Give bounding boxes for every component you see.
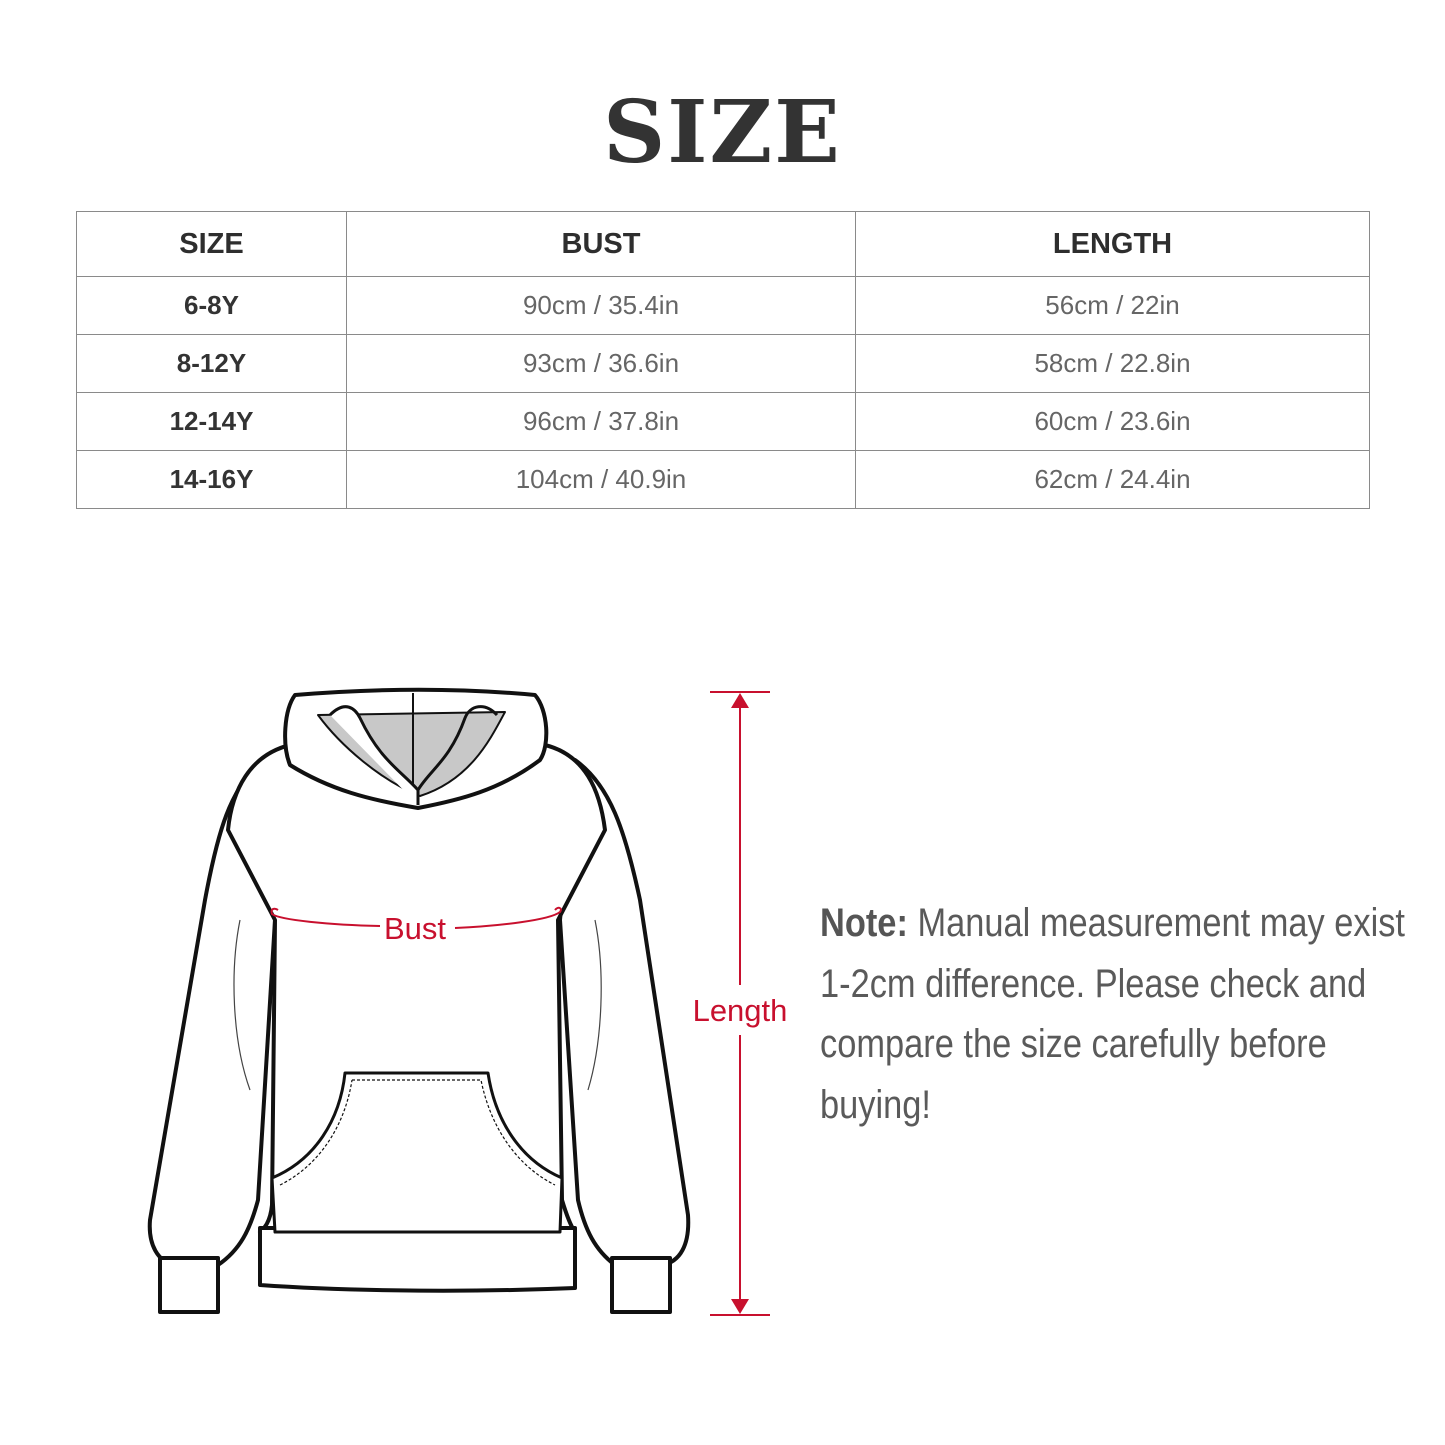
bust-label: Bust	[384, 911, 446, 946]
measurement-note: Note: Manual measurement may exist 1-2cm…	[820, 893, 1422, 1135]
table-row: 14-16Y 104cm / 40.9in 62cm / 24.4in	[76, 450, 1370, 509]
header-length: LENGTH	[855, 211, 1370, 277]
size-cell: 14-16Y	[76, 450, 347, 509]
length-measure	[710, 691, 770, 1316]
hoodie-illustration	[147, 687, 691, 1314]
arrow-up-icon	[731, 693, 749, 708]
table-row: 6-8Y 90cm / 35.4in 56cm / 22in	[76, 276, 1370, 335]
page-title: SIZE	[603, 82, 842, 183]
size-cell: 12-14Y	[76, 392, 347, 451]
size-table: SIZE BUST LENGTH 6-8Y 90cm / 35.4in 56cm…	[76, 211, 1370, 509]
note-text: Manual measurement may exist 1-2cm diffe…	[820, 901, 1406, 1127]
header-size: SIZE	[76, 211, 347, 277]
length-label: Length	[693, 993, 788, 1028]
bust-cell: 93cm / 36.6in	[346, 334, 856, 393]
table-row: 8-12Y 93cm / 36.6in 58cm / 22.8in	[76, 334, 1370, 393]
length-cell: 58cm / 22.8in	[855, 334, 1370, 393]
length-cell: 62cm / 24.4in	[855, 450, 1370, 509]
arrow-down-icon	[731, 1299, 749, 1314]
bust-measure	[270, 906, 562, 929]
length-cell: 56cm / 22in	[855, 276, 1370, 335]
size-cell: 8-12Y	[76, 334, 347, 393]
note-label: Note:	[820, 901, 908, 945]
length-cell: 60cm / 23.6in	[855, 392, 1370, 451]
size-cell: 6-8Y	[76, 276, 347, 335]
table-row: 12-14Y 96cm / 37.8in 60cm / 23.6in	[76, 392, 1370, 451]
bust-cell: 90cm / 35.4in	[346, 276, 856, 335]
bust-cell: 104cm / 40.9in	[346, 450, 856, 509]
bust-cell: 96cm / 37.8in	[346, 392, 856, 451]
